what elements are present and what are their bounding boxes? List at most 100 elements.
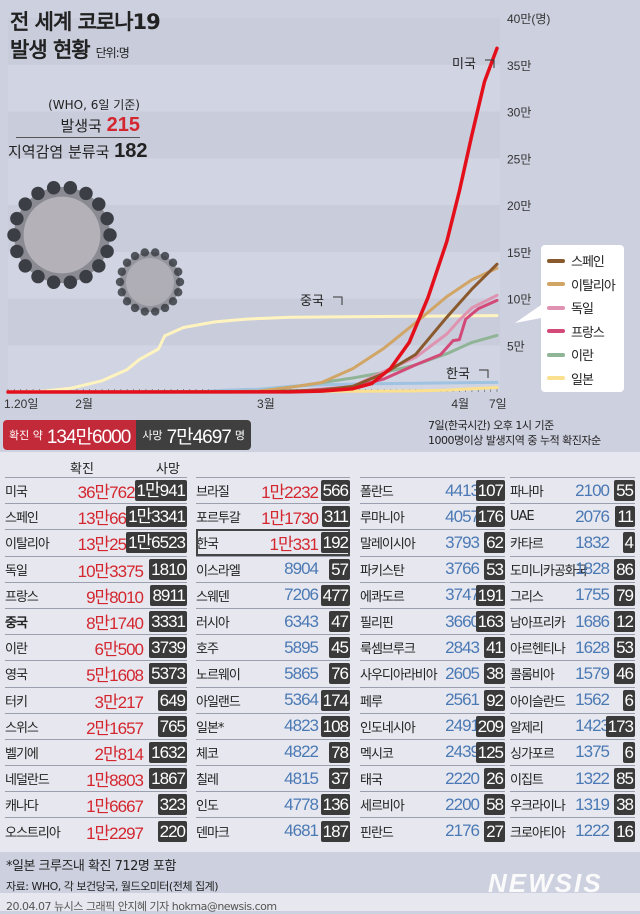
death-count: 1만3341 (126, 506, 187, 528)
confirmed-count: 2220 (445, 768, 480, 788)
virus-spike (46, 181, 61, 195)
country-name: 영국 (5, 668, 28, 684)
confirmed-count: 5364 (284, 690, 319, 710)
death-count: 78 (329, 741, 350, 763)
virus-spike (92, 259, 106, 273)
country-name: 이탈리아 (5, 537, 50, 553)
virus-spike (63, 181, 78, 195)
confirmed-count: 7206 (284, 585, 319, 605)
y-tick-label: 15만 (507, 246, 531, 260)
confirmed-count: 1832 (575, 532, 610, 552)
table-row: 이집트 1322 85 (510, 765, 635, 791)
confirmed-count: 9만8010 (86, 587, 144, 607)
table-row: 캐나다 1만6667 323 (5, 791, 187, 817)
annotation-label: 한국 (446, 367, 470, 382)
country-name: 페루 (360, 694, 383, 710)
death-count: 323 (157, 794, 187, 816)
newsis-logo: NEWSIS (488, 868, 603, 898)
country-name: 핀란드 (360, 825, 394, 841)
virus-spike (140, 307, 149, 316)
virus-spike (79, 269, 93, 284)
table-row: 노르웨이 5865 76 (196, 660, 350, 686)
table-row: 그리스 1755 79 (510, 581, 635, 608)
virus-spike (122, 297, 132, 306)
table-row: 아이슬란드 1562 6 (510, 686, 635, 713)
country-name: 터키 (5, 694, 28, 710)
confirmed-count: 1375 (575, 742, 610, 762)
table-row: 스웨덴 7206 477 (196, 581, 350, 608)
confirmed-count: 1만2232 (261, 483, 319, 503)
country-name: 콜롬비아 (510, 668, 555, 684)
death-count: 5373 (149, 663, 187, 685)
confirmed-total: 확진 약 134만6000 (3, 420, 137, 450)
legend-label: 프랑스 (571, 325, 605, 341)
grid-band (8, 64, 500, 112)
table-row: 독일 10만3375 1810 (5, 555, 187, 582)
table-row: 알제리 1423 173 (510, 712, 635, 739)
legend-item: 프랑스 (547, 320, 618, 344)
virus-spike (168, 297, 178, 306)
header-deaths: 사망 (156, 462, 180, 477)
table-row: 남아프리카 1686 12 (510, 607, 635, 634)
death-count: 79 (614, 584, 635, 606)
virus-spike (10, 211, 24, 226)
country-name: 스페인 (5, 511, 39, 527)
death-count: 37 (329, 768, 350, 790)
country-name: 브라질 (196, 485, 230, 501)
virus-spike (18, 197, 32, 211)
country-name: 루마니아 (360, 511, 405, 527)
annotation-leader (485, 59, 495, 68)
death-count: 41 (484, 637, 505, 659)
table-column: 브라질 1만2232 566 포르투갈 1만1730 311 한국 1만331 192 이스라엘 8… (196, 477, 350, 844)
death-count: 163 (475, 611, 505, 633)
country-name: 스위스 (5, 720, 39, 736)
virus-spike (100, 244, 114, 259)
y-tick-label: 10만 (507, 293, 531, 307)
death-count: 86 (614, 558, 635, 580)
table-row: 중국 8만1740 3331 (5, 607, 187, 634)
virus-core (126, 258, 174, 306)
death-count: 62 (484, 532, 505, 554)
y-tick-label: 35만 (507, 59, 531, 73)
confirmed-count: 3660 (445, 611, 480, 631)
confirmed-count: 4681 (284, 821, 319, 841)
confirmed-count: 4057 (445, 506, 480, 526)
confirmed-count: 1만331 (269, 535, 319, 555)
virus-spike (168, 258, 178, 267)
virus-spike (160, 251, 170, 261)
death-count: 107 (475, 480, 505, 502)
country-name: 아이슬란드 (510, 694, 566, 710)
table-row: 필리핀 3660 163 (360, 607, 505, 634)
confirmed-count: 5만1608 (86, 666, 144, 686)
table-row: 이란 6만500 3739 (5, 634, 187, 660)
country-name: 칠레 (196, 773, 219, 789)
virus-spike (130, 251, 140, 261)
table-row: 아일랜드 5364 174 (196, 686, 350, 713)
country-name: 알제리 (510, 720, 544, 736)
country-name: 인도네시아 (360, 720, 416, 736)
virus-spike (10, 244, 24, 259)
legend-label: 스페인 (571, 255, 605, 271)
virus-spike (100, 211, 114, 226)
table-row: 이스라엘 8904 57 (196, 555, 350, 582)
table-column: 미국 36만7629 1만941 스페인 13만6675 1만3341 이탈리아 13만254… (5, 477, 187, 844)
legend-swatch (547, 329, 565, 334)
death-count: 38 (484, 663, 505, 685)
death-count: 566 (320, 480, 350, 502)
series-line-미국 (6, 46, 499, 394)
legend-item: 일본 (547, 367, 618, 391)
legend-item: 이탈리아 (547, 273, 618, 297)
table-row: 영국 5만1608 5373 (5, 660, 187, 686)
country-name: 인도 (196, 799, 219, 815)
death-count: 649 (157, 689, 187, 711)
death-count: 1632 (149, 741, 187, 763)
death-count: 27 (484, 820, 505, 842)
table-row: 체코 4822 78 (196, 738, 350, 765)
country-name: 우크라이나 (510, 799, 566, 815)
virus-illustration-large (7, 181, 117, 289)
virus-spike (160, 303, 170, 313)
confirmed-count: 2605 (445, 663, 480, 683)
table-row: 스페인 13만6675 1만3341 (5, 503, 187, 529)
country-name: 호주 (196, 642, 219, 658)
death-count: 58 (484, 794, 505, 816)
